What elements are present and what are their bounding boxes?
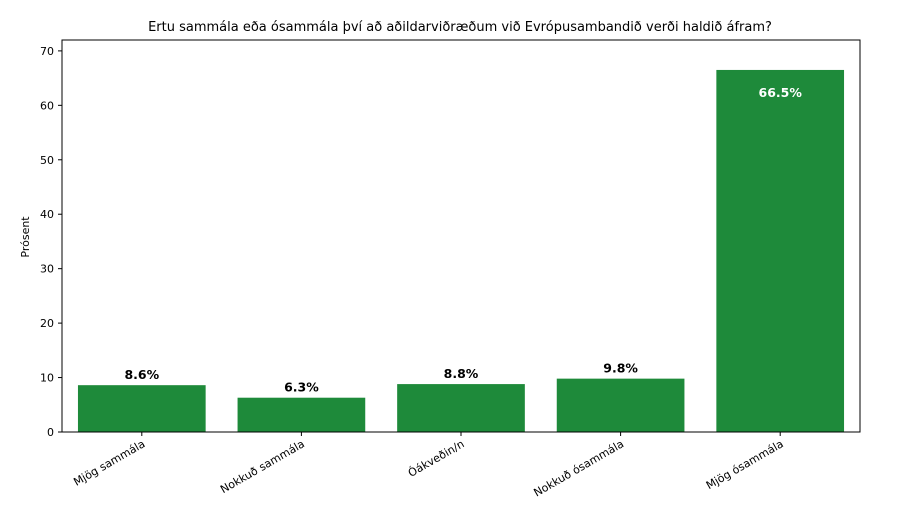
- y-tick-label: 60: [40, 99, 54, 112]
- bar-value-label: 9.8%: [603, 361, 638, 376]
- x-tick-label: Nokkuð ósammála: [531, 437, 626, 499]
- bars-group: [77, 69, 845, 432]
- y-tick-label: 70: [40, 45, 54, 58]
- y-tick-label: 20: [40, 317, 54, 330]
- bar-value-label: 6.3%: [284, 380, 319, 395]
- plot-area-frame: [61, 39, 861, 433]
- y-tick-label: 40: [40, 208, 54, 221]
- chart-title: Ertu sammála eða ósammála því að aðildar…: [148, 20, 772, 35]
- data-labels-group: 8.6% 6.3% 8.8% 9.8% 66.5%: [124, 85, 802, 395]
- x-tick-label: Mjög sammála: [71, 437, 147, 488]
- bar-value-label: 8.6%: [124, 367, 159, 382]
- bar-value-label: 66.5%: [759, 85, 803, 100]
- bar: [77, 385, 206, 432]
- bar: [237, 397, 366, 432]
- y-axis-ticks: 0 10 20 30 40 50 60 70: [40, 45, 62, 439]
- y-tick-label: 30: [40, 263, 54, 276]
- y-axis-label: Prósent: [19, 216, 32, 258]
- y-tick-label: 10: [40, 372, 54, 385]
- bar: [716, 69, 845, 432]
- y-tick-label: 0: [47, 426, 54, 439]
- x-tick-label: Óákveðin/n: [406, 437, 467, 480]
- bar-value-label: 8.8%: [444, 366, 479, 381]
- x-tick-label: Nokkuð sammála: [218, 437, 307, 496]
- y-tick-label: 50: [40, 154, 54, 167]
- bar: [397, 384, 525, 432]
- x-tick-label: Mjög ósammála: [704, 437, 786, 492]
- x-axis-ticks: Mjög sammála Nokkuð sammála Óákveðin/n Nokk…: [71, 432, 786, 499]
- bar: [556, 378, 685, 432]
